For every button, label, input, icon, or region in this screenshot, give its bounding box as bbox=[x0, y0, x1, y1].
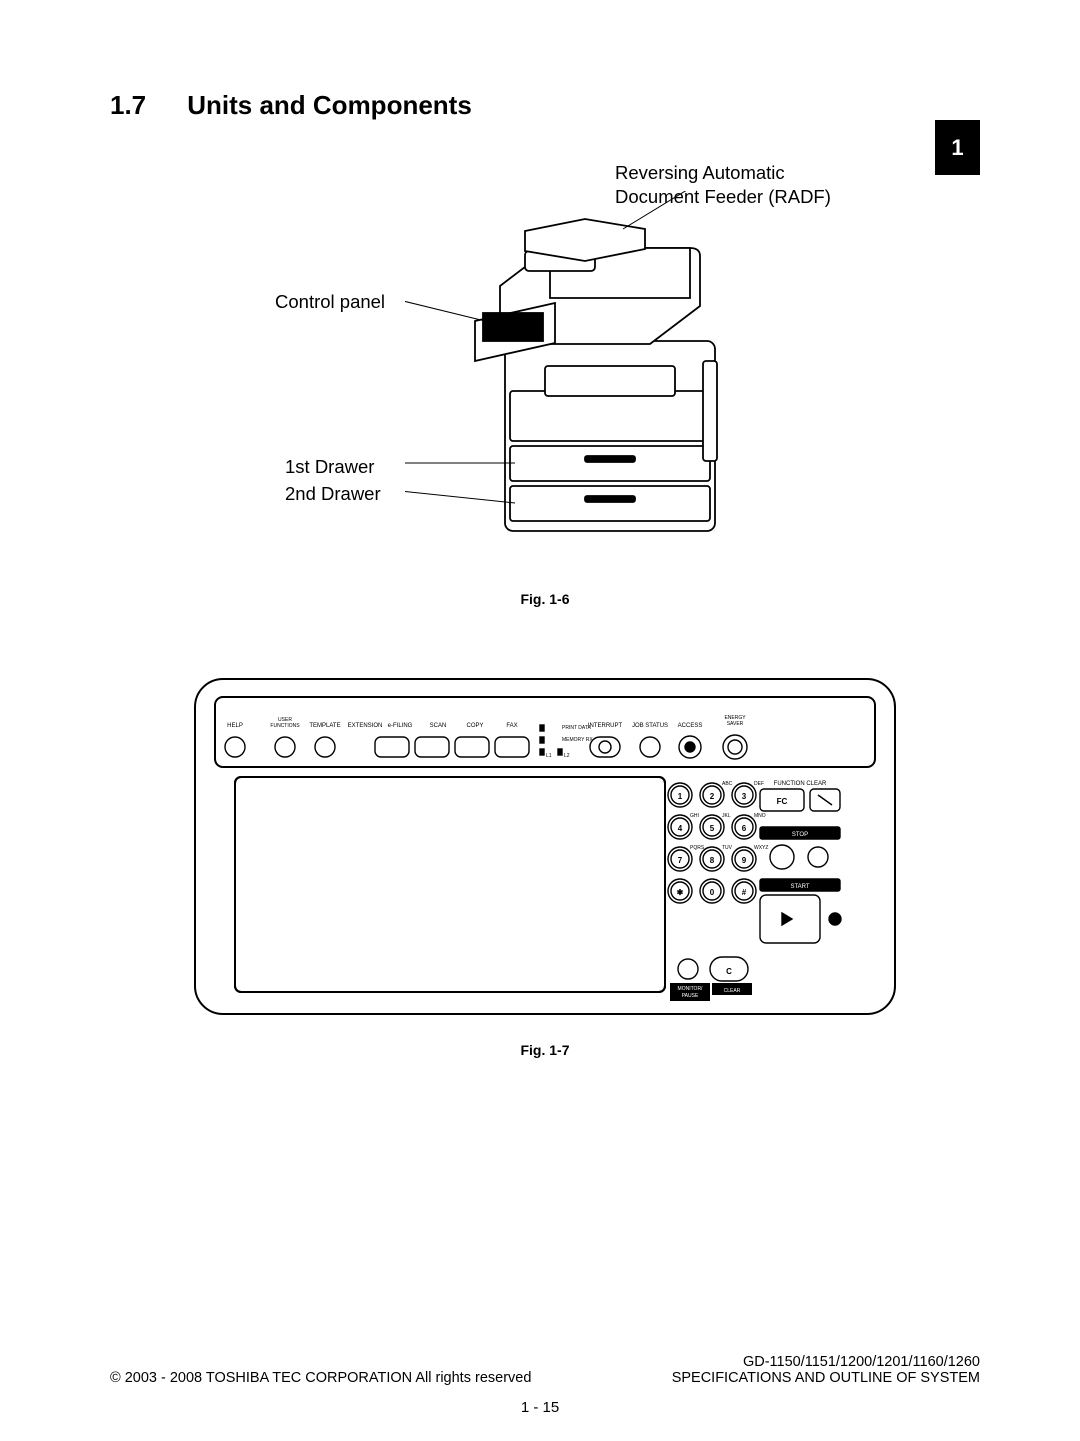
callout-drawer1: 1st Drawer bbox=[285, 456, 374, 478]
svg-text:PQRS: PQRS bbox=[690, 845, 705, 851]
svg-text:7: 7 bbox=[678, 856, 683, 865]
control-panel-illustration: HELP USER FUNCTIONS TEMPLATE EXTENSION e… bbox=[190, 667, 900, 1027]
svg-text:C: C bbox=[726, 967, 732, 976]
svg-text:L2: L2 bbox=[564, 753, 570, 759]
svg-text:FUNCTIONS: FUNCTIONS bbox=[270, 723, 300, 729]
svg-text:JOB STATUS: JOB STATUS bbox=[632, 723, 668, 729]
section-number: 1.7 bbox=[110, 90, 180, 121]
svg-text:JKL: JKL bbox=[722, 813, 731, 819]
svg-text:FC: FC bbox=[777, 797, 788, 806]
callout-control-panel: Control panel bbox=[275, 291, 385, 313]
svg-text:✱: ✱ bbox=[677, 888, 684, 897]
svg-text:FAX: FAX bbox=[506, 723, 517, 729]
svg-text:INTERRUPT: INTERRUPT bbox=[588, 723, 623, 729]
footer-copyright: © 2003 - 2008 TOSHIBA TEC CORPORATION Al… bbox=[110, 1370, 531, 1386]
svg-text:TUV: TUV bbox=[722, 845, 733, 851]
svg-text:2: 2 bbox=[710, 792, 715, 801]
footer-model: GD-1150/1151/1200/1201/1160/1260 bbox=[672, 1354, 980, 1370]
section-heading: 1.7 Units and Components bbox=[110, 90, 980, 121]
label-help: HELP bbox=[227, 723, 243, 729]
svg-text:MONITOR/: MONITOR/ bbox=[678, 986, 704, 992]
svg-text:4: 4 bbox=[678, 824, 683, 833]
svg-text:STOP: STOP bbox=[792, 832, 808, 838]
svg-text:#: # bbox=[742, 888, 747, 897]
svg-text:EXTENSION: EXTENSION bbox=[348, 723, 383, 729]
svg-text:COPY: COPY bbox=[466, 723, 483, 729]
svg-text:CLEAR: CLEAR bbox=[724, 988, 741, 994]
chapter-tab-label: 1 bbox=[951, 135, 963, 161]
callout-drawer2: 2nd Drawer bbox=[285, 483, 381, 505]
figure-1-6: Reversing Automatic Document Feeder (RAD… bbox=[195, 161, 895, 541]
svg-text:FUNCTION CLEAR: FUNCTION CLEAR bbox=[774, 781, 827, 787]
svg-text:6: 6 bbox=[742, 824, 747, 833]
svg-text:5: 5 bbox=[710, 824, 715, 833]
svg-text:1: 1 bbox=[678, 792, 683, 801]
svg-text:MNO: MNO bbox=[754, 813, 766, 819]
callout-radf-l1: Reversing Automatic bbox=[615, 162, 785, 183]
figure-1-6-caption: Fig. 1-6 bbox=[110, 591, 980, 607]
svg-text:8: 8 bbox=[710, 856, 715, 865]
printer-illustration bbox=[405, 191, 755, 541]
svg-text:ABC: ABC bbox=[722, 781, 733, 787]
svg-text:WXYZ: WXYZ bbox=[754, 845, 768, 851]
svg-text:e-FILING: e-FILING bbox=[388, 723, 413, 729]
svg-text:TEMPLATE: TEMPLATE bbox=[309, 723, 340, 729]
svg-text:GHI: GHI bbox=[690, 813, 699, 819]
chapter-tab: 1 bbox=[935, 120, 980, 175]
svg-text:SCAN: SCAN bbox=[430, 723, 447, 729]
figure-1-7-caption: Fig. 1-7 bbox=[110, 1042, 980, 1058]
page-number: 1 - 15 bbox=[0, 1399, 1080, 1416]
svg-text:PAUSE: PAUSE bbox=[682, 993, 699, 999]
page-footer: © 2003 - 2008 TOSHIBA TEC CORPORATION Al… bbox=[110, 1354, 980, 1386]
section-title: Units and Components bbox=[187, 90, 472, 120]
svg-text:0: 0 bbox=[710, 888, 715, 897]
svg-text:3: 3 bbox=[742, 792, 747, 801]
svg-text:9: 9 bbox=[742, 856, 747, 865]
svg-text:SAVER: SAVER bbox=[727, 721, 744, 727]
svg-text:START: START bbox=[790, 884, 809, 890]
svg-text:MEMORY RX: MEMORY RX bbox=[562, 737, 593, 743]
svg-text:DEF: DEF bbox=[754, 781, 764, 787]
footer-section: SPECIFICATIONS AND OUTLINE OF SYSTEM bbox=[672, 1370, 980, 1386]
figure-1-7: HELP USER FUNCTIONS TEMPLATE EXTENSION e… bbox=[190, 667, 900, 1032]
svg-text:L1: L1 bbox=[546, 753, 552, 759]
svg-text:ACCESS: ACCESS bbox=[678, 723, 703, 729]
